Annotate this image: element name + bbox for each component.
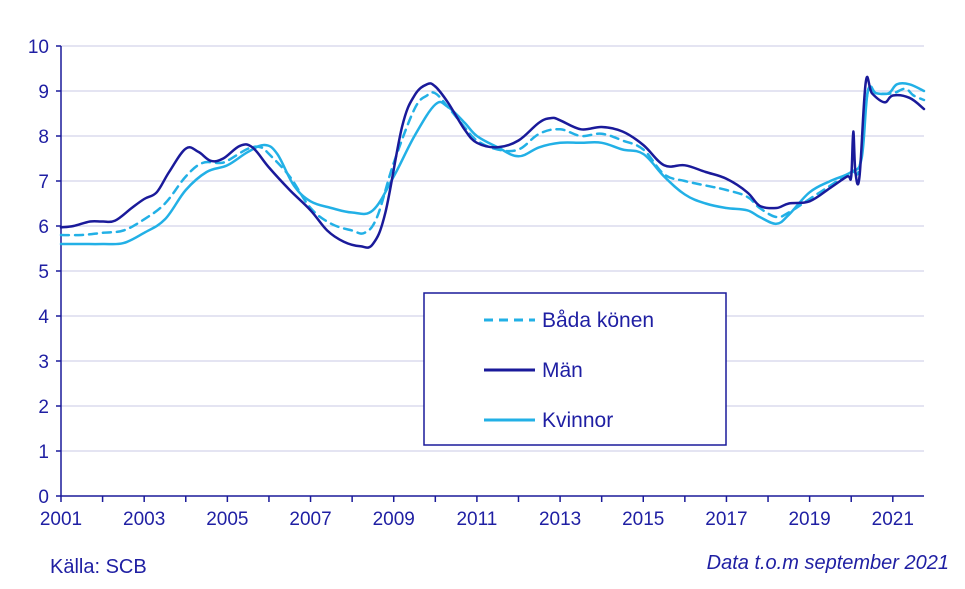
series-line-b-da-k-nen [59, 84, 926, 237]
grid-lines [61, 45, 924, 452]
axes: 0 1 2 3 4 5 6 7 8 9 10 2001 2003 2005 2007 2009 2011 2013… [28, 37, 924, 530]
legend-label-man: Män [542, 359, 583, 382]
y-tick-label-3: 3 [38, 352, 49, 373]
series-line-kvinnor [59, 81, 926, 246]
y-tick-label-1: 1 [38, 442, 49, 463]
x-tick-label-2011: 2011 [456, 509, 497, 530]
x-tick-label-2017: 2017 [705, 509, 747, 530]
y-tick-label-2: 2 [38, 397, 49, 418]
y-tick-label-0: 0 [38, 487, 49, 508]
legend-label-bada-konen: Båda könen [542, 309, 654, 332]
y-tick-label-8: 8 [38, 127, 49, 148]
x-tick-label-2005: 2005 [206, 509, 248, 530]
y-tick-label-9: 9 [38, 82, 49, 103]
legend-label-kvinnor: Kvinnor [542, 409, 613, 432]
x-tick-label-2015: 2015 [622, 509, 664, 530]
series-lines [59, 75, 926, 249]
data-note: Data t.o.m september 2021 [706, 552, 949, 574]
x-tick-label-2001: 2001 [40, 509, 82, 530]
y-tick-label-4: 4 [38, 307, 49, 328]
y-tick-label-5: 5 [38, 262, 49, 283]
legend: Båda könen Män Kvinnor [423, 292, 727, 446]
y-tick-label-10: 10 [28, 37, 49, 58]
x-tick-label-2019: 2019 [788, 509, 830, 530]
legend-box [423, 292, 727, 446]
x-tick-label-2003: 2003 [123, 509, 165, 530]
y-tick-label-6: 6 [38, 217, 49, 238]
y-tick-label-7: 7 [38, 172, 49, 193]
x-tick-label-2013: 2013 [539, 509, 581, 530]
series-line-m-n [59, 75, 926, 249]
x-tick-label-2021: 2021 [872, 509, 914, 530]
x-tick-label-2009: 2009 [373, 509, 415, 530]
source-label: Källa: SCB [50, 556, 147, 578]
x-tick-label-2007: 2007 [289, 509, 331, 530]
